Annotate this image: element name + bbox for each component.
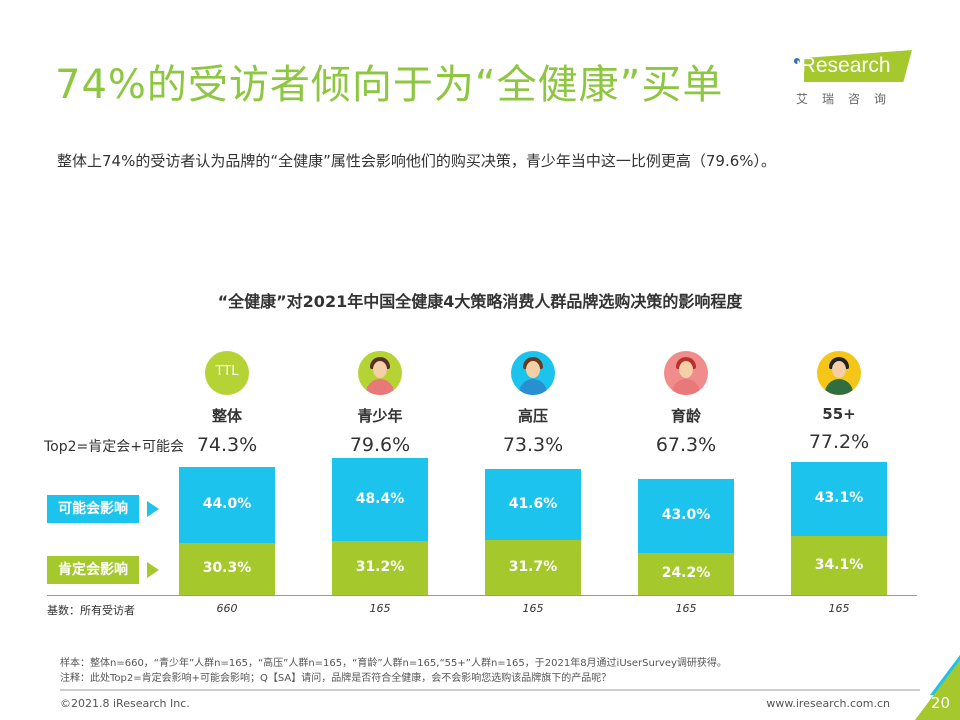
bar-definitely (791, 536, 887, 595)
data-label: 43.0% (661, 507, 711, 524)
page-number: 20 (930, 694, 950, 712)
bar-maybe (638, 479, 734, 554)
group-header: 育龄 67.3% (616, 351, 756, 456)
group-header: TTL 整体 74.3% (157, 351, 297, 456)
bar-definitely (179, 542, 275, 595)
bar-maybe (179, 467, 275, 543)
legend-maybe: 可能会影响 (47, 495, 139, 523)
annotation-note: 注释：此处Top2=肯定会影响+可能会影响；Q【SA】请问，品牌是否符合全健康，… (60, 673, 612, 684)
data-label: 41.6% (508, 495, 558, 512)
iresearch-logo: iResearch 艾瑞咨询 (792, 50, 922, 110)
base-label: 基数：所有受访者 (47, 604, 135, 617)
data-label: 31.7% (508, 558, 558, 575)
legend-arrow-icon (147, 562, 159, 578)
chart-title: “全健康”对2021年中国全健康4大策略消费人群品牌选购决策的影响程度 (217, 292, 743, 311)
woman-icon (664, 351, 708, 395)
top2-value: 73.3% (502, 434, 564, 456)
girl-icon (358, 351, 402, 395)
group-header: 青少年 79.6% (310, 351, 450, 456)
bar-definitely (485, 540, 581, 595)
divider (60, 689, 920, 691)
category-label: 整体 (211, 407, 242, 425)
bar-maybe (332, 458, 428, 542)
data-label: 31.2% (355, 559, 405, 576)
page-title: 74%的受访者倾向于为“全健康”买单 (55, 62, 724, 108)
base-n-label: 165 (369, 602, 391, 615)
data-label: 48.4% (355, 490, 405, 507)
category-label: 高压 (517, 407, 548, 425)
footnotes: 样本：整体n=660，“青少年”人群n=165，“高压”人群n=165，“育龄”… (60, 656, 727, 686)
x-axis (47, 595, 917, 596)
data-label: 30.3% (202, 559, 252, 576)
legend-definitely: 肯定会影响 (47, 556, 139, 584)
ttl-icon: TTL (205, 351, 249, 395)
category-label: 青少年 (357, 407, 403, 425)
category-label: 育龄 (670, 407, 701, 425)
data-label: 34.1% (814, 556, 864, 573)
top2-value: 67.3% (655, 434, 717, 456)
bar-definitely (332, 541, 428, 595)
base-n-label: 165 (675, 602, 697, 615)
website: www.iresearch.com.cn (766, 697, 890, 710)
group-header: 55+ 77.2% (769, 351, 909, 453)
top2-value: 74.3% (196, 434, 258, 456)
copyright: ©2021.8 iResearch Inc. (60, 697, 190, 710)
data-label: 24.2% (661, 565, 711, 582)
man-icon (511, 351, 555, 395)
bar-definitely (638, 553, 734, 595)
sample-note: 样本：整体n=660，“青少年”人群n=165，“高压”人群n=165，“育龄”… (60, 658, 727, 669)
data-label: 43.1% (814, 490, 864, 507)
top2-label: Top2=肯定会+可能会 (44, 439, 184, 455)
bar-maybe (485, 468, 581, 541)
elder-man-icon (817, 351, 861, 395)
legend-arrow-icon (147, 501, 159, 517)
top2-value: 77.2% (808, 431, 870, 453)
base-n-label: 660 (216, 602, 238, 615)
top2-value: 79.6% (349, 434, 411, 456)
subtitle: 整体上74%的受访者认为品牌的“全健康”属性会影响他们的购买决策，青少年当中这一… (57, 152, 777, 170)
group-header: 高压 73.3% (463, 351, 603, 456)
bar-maybe (791, 462, 887, 537)
category-label: 55+ (822, 405, 856, 423)
base-n-label: 165 (522, 602, 544, 615)
base-n-label: 165 (828, 602, 850, 615)
data-label: 44.0% (202, 496, 252, 513)
